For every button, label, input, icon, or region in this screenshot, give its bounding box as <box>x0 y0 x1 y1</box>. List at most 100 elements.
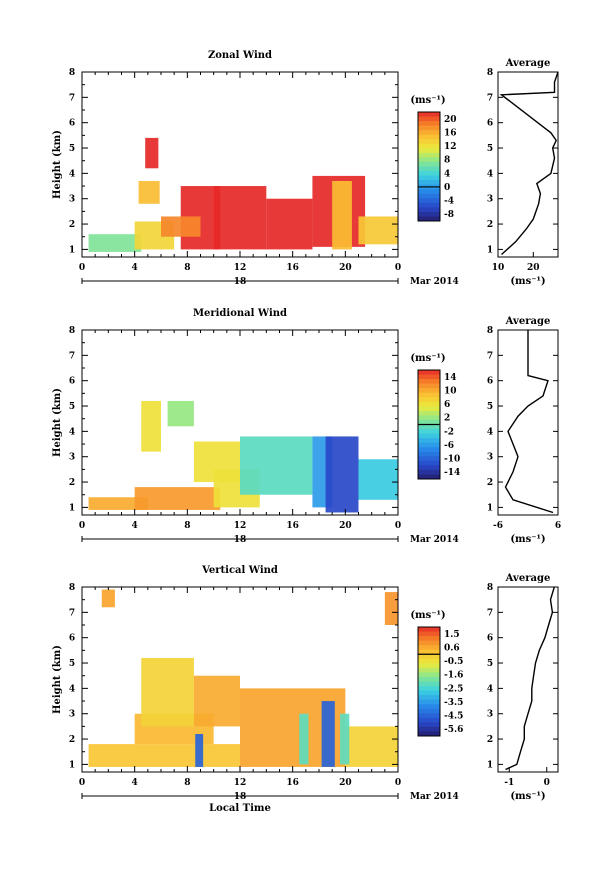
data-region <box>332 180 352 250</box>
y-tick-label: 8 <box>69 583 75 593</box>
colorbar-swatch <box>418 474 440 480</box>
date-day: 18 <box>234 792 247 802</box>
colorbar-unit: (ms⁻¹) <box>410 95 445 106</box>
colorbar-swatch <box>418 649 440 655</box>
colorbar-unit: (ms⁻¹) <box>410 353 445 364</box>
colorbar-swatch <box>418 370 440 376</box>
average-x-tick-label: -6 <box>493 521 503 531</box>
colorbar-tick-label: -4 <box>444 197 454 207</box>
average-x-label: (ms⁻¹) <box>510 791 545 802</box>
y-tick-label: 1 <box>69 503 75 513</box>
colorbar-tick-label: -3.5 <box>444 698 463 708</box>
colorbar-tick-label: 16 <box>444 128 457 138</box>
colorbar-swatch <box>418 429 440 435</box>
average-y-tick-label: 2 <box>487 220 493 230</box>
colorbar-swatch <box>418 134 440 140</box>
data-region <box>141 657 194 727</box>
data-region <box>240 436 313 495</box>
x-tick-label: 8 <box>184 778 190 788</box>
colorbar-tick-label: -2 <box>444 427 454 437</box>
average-y-tick-label: 4 <box>487 169 493 179</box>
x-tick-label: 4 <box>132 263 138 273</box>
colorbar-swatch <box>418 121 440 127</box>
x-tick-label: 16 <box>286 778 299 788</box>
x-tick-label: 16 <box>286 263 299 273</box>
colorbar-swatch <box>418 717 440 723</box>
colorbar-swatch <box>418 166 440 172</box>
data-region <box>167 400 194 427</box>
y-tick-label: 4 <box>69 427 75 437</box>
colorbar-swatch <box>418 681 440 687</box>
average-y-tick-label: 7 <box>487 608 493 618</box>
date-day: 18 <box>234 535 247 545</box>
panel-title: Zonal Wind <box>208 50 272 61</box>
data-region <box>340 713 350 765</box>
average-x-tick-label: 10 <box>492 263 505 273</box>
colorbar-tick-label: -4.5 <box>444 712 463 722</box>
colorbar-swatch <box>418 374 440 380</box>
colorbar-swatch <box>418 438 440 444</box>
colorbar-tick-label: 10 <box>444 386 457 396</box>
average-x-tick-label: -1 <box>504 778 514 788</box>
x-axis-label: Local Time <box>209 803 271 814</box>
colorbar-swatch <box>418 722 440 728</box>
colorbar-swatch <box>418 148 440 154</box>
colorbar-frame <box>417 111 441 222</box>
x-tick-label: 20 <box>339 263 352 273</box>
data-region <box>88 234 142 252</box>
colorbar-swatch <box>418 640 440 646</box>
y-tick-label: 5 <box>69 402 75 412</box>
colorbar-tick-label: -0.5 <box>444 657 463 667</box>
data-region <box>266 198 313 250</box>
colorbar-swatch <box>418 211 440 217</box>
colorbar-swatch <box>418 406 440 412</box>
date-label: Mar 2014 <box>410 277 459 287</box>
x-tick-label: 0 <box>395 263 401 273</box>
colorbar-swatch <box>418 442 440 448</box>
y-axis-label: Height (km) <box>52 388 63 457</box>
colorbar-tick-label: 2 <box>444 414 450 424</box>
colorbar-swatch <box>418 171 440 177</box>
x-tick-label: 0 <box>79 778 85 788</box>
colorbar-swatch <box>418 419 440 425</box>
colorbar-swatch <box>418 731 440 737</box>
colorbar-tick-label: 12 <box>444 142 457 152</box>
y-tick-label: 4 <box>69 169 75 179</box>
colorbar-swatch <box>418 139 440 145</box>
x-tick-label: 16 <box>286 521 299 531</box>
colorbar-swatch <box>418 465 440 471</box>
average-y-tick-label: 4 <box>487 427 493 437</box>
colorbar-swatch <box>418 125 440 131</box>
colorbar-swatch <box>418 112 440 118</box>
x-tick-label: 20 <box>339 521 352 531</box>
colorbar-swatch <box>418 699 440 705</box>
colorbar-swatch <box>418 690 440 696</box>
colorbar-swatch <box>418 424 440 430</box>
colorbar-swatch <box>418 708 440 714</box>
average-y-tick-label: 5 <box>487 144 493 154</box>
y-tick-label: 3 <box>69 453 75 463</box>
colorbar-swatch <box>418 631 440 637</box>
y-tick-label: 4 <box>69 684 75 694</box>
y-tick-label: 7 <box>69 608 75 618</box>
data-region <box>141 400 161 452</box>
average-title: Average <box>505 573 551 584</box>
date-label: Mar 2014 <box>410 792 459 802</box>
y-tick-label: 5 <box>69 659 75 669</box>
average-y-tick-label: 3 <box>487 195 493 205</box>
average-y-tick-label: 2 <box>487 478 493 488</box>
colorbar-swatch <box>418 130 440 136</box>
data-region <box>88 744 240 767</box>
average-y-tick-label: 6 <box>487 634 493 644</box>
colorbar-tick-label: -8 <box>444 210 454 220</box>
colorbar-swatch <box>418 456 440 462</box>
colorbar-swatch <box>418 383 440 389</box>
average-title: Average <box>505 316 551 327</box>
colorbar-swatch <box>418 379 440 385</box>
colorbar-swatch <box>418 397 440 403</box>
y-tick-label: 3 <box>69 195 75 205</box>
average-y-tick-label: 1 <box>487 503 493 513</box>
average-y-tick-label: 8 <box>487 68 493 78</box>
